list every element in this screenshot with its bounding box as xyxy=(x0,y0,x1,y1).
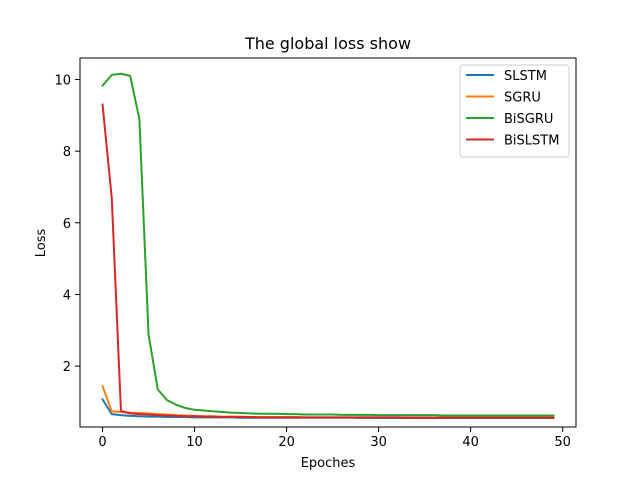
x-axis-label: Epoches xyxy=(301,456,356,471)
legend: SLSTM SGRU BiSGRU BiSLSTM xyxy=(459,64,570,158)
x-tick-label: 20 xyxy=(278,435,295,450)
y-tick-label: 8 xyxy=(63,145,71,160)
x-tick-label: 40 xyxy=(462,435,479,450)
x-tick-label: 30 xyxy=(370,435,387,450)
legend-label-bislstm: BiSLSTM xyxy=(504,134,559,149)
y-axis: 2 4 6 8 10 xyxy=(54,73,80,375)
legend-label-sgru: SGRU xyxy=(504,91,541,106)
chart-title: The global loss show xyxy=(244,34,411,53)
x-tick-label: 0 xyxy=(98,435,106,450)
series-line-bisgru xyxy=(101,72,555,417)
x-tick-label: 10 xyxy=(186,435,203,450)
x-axis: 0 10 20 30 40 50 xyxy=(98,427,571,450)
y-axis-label: Loss xyxy=(34,229,49,258)
y-tick-label: 10 xyxy=(54,73,71,88)
legend-label-slstm: SLSTM xyxy=(504,69,547,84)
series-line-bislstm xyxy=(101,103,555,419)
y-tick-label: 2 xyxy=(63,360,71,375)
y-tick-label: 6 xyxy=(63,217,71,232)
legend-label-bisgru: BiSGRU xyxy=(504,112,553,127)
legend-box xyxy=(459,64,570,158)
plot-area xyxy=(101,72,555,420)
x-tick-label: 50 xyxy=(554,435,571,450)
y-tick-label: 4 xyxy=(63,288,71,303)
axes-frame xyxy=(79,57,577,428)
